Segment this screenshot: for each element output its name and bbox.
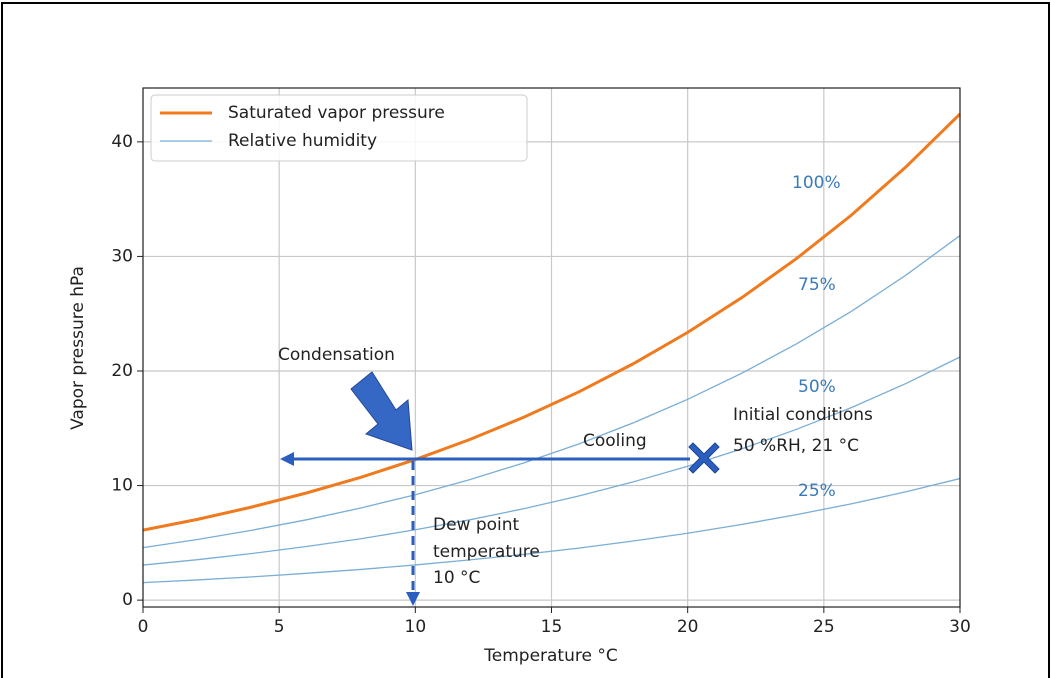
condensation-arrow <box>350 371 413 451</box>
curve-label: 100% <box>792 173 841 193</box>
y-tick-label: 30 <box>111 246 133 266</box>
annotation: Initial conditions <box>733 405 873 425</box>
curve-label: 25% <box>798 481 836 501</box>
legend-box <box>150 94 528 162</box>
curve-label: 50% <box>798 377 836 397</box>
curve-label: 75% <box>798 275 836 295</box>
x-tick-label: 30 <box>949 617 971 637</box>
annotation: Dew point <box>433 515 520 535</box>
x-axis-label: Temperature °C <box>483 646 617 666</box>
x-tick-label: 5 <box>274 617 285 637</box>
lines <box>142 112 962 584</box>
annotation: 10 °C <box>433 568 480 588</box>
line <box>142 356 961 566</box>
y-tick-label: 20 <box>111 361 133 381</box>
initial-marker <box>688 442 720 474</box>
line <box>142 235 961 549</box>
annotation: Cooling <box>583 431 647 451</box>
annotation: temperature <box>433 542 540 562</box>
line <box>142 112 962 532</box>
x-tick-label: 25 <box>813 617 835 637</box>
x-tick-label: 0 <box>138 617 149 637</box>
y-tick-label: 0 <box>122 590 133 610</box>
x-tick-label: 20 <box>677 617 699 637</box>
annotation: 50 %RH, 21 °C <box>733 436 859 456</box>
annotation: Condensation <box>278 345 395 365</box>
y-axis-label: Vapor pressure hPa <box>68 266 88 430</box>
cooling-arrow-head <box>280 452 294 466</box>
x-tick-label: 10 <box>405 617 427 637</box>
line <box>142 477 961 584</box>
dew-point-arrow-head <box>406 592 420 606</box>
legend-label: Saturated vapor pressure <box>228 103 445 123</box>
y-tick-label: 10 <box>111 476 133 496</box>
legend-label: Relative humidity <box>228 131 377 151</box>
grid <box>142 88 961 607</box>
legend: Saturated vapor pressure Relative humidit… <box>150 94 528 162</box>
x-tick-label: 15 <box>541 617 563 637</box>
y-tick-label: 40 <box>111 132 133 152</box>
